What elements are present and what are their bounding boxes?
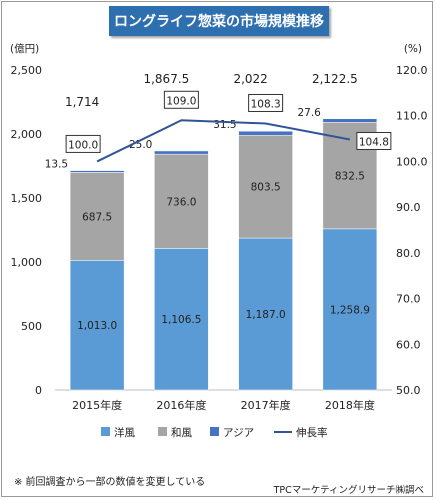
growth-line: [96, 119, 351, 163]
legend-japanese-label: 和風: [171, 427, 192, 439]
chart-title: ロングライフ惣菜の市場規模推移: [109, 6, 329, 36]
data-label-asian: 27.6: [297, 107, 321, 119]
x-tick-label: 2015年度: [72, 398, 122, 412]
y-tick-label: 2,000: [11, 128, 43, 141]
bar-segment-western: [322, 228, 378, 391]
x-tick-label: 2018年度: [325, 398, 375, 412]
growth-label: 100.0: [68, 139, 98, 151]
growth-label-box: [163, 90, 199, 109]
growth-label-box: [248, 93, 284, 112]
y-tick-label: 0: [35, 384, 42, 397]
y-tick-label: 2,500: [11, 64, 43, 77]
bar-segment-asian: [238, 130, 293, 136]
x-tick-label: 2016年度: [156, 398, 206, 412]
data-label-japanese: 736.0: [166, 196, 196, 208]
credit: TPCマーケティングリサーチ㈱調べ: [273, 485, 424, 496]
total-label: 2,022: [233, 72, 267, 86]
y2-tick-label: 100.0: [396, 155, 428, 168]
bar-segment-japanese: [238, 134, 293, 239]
legend-growth-label: 伸長率: [296, 426, 328, 439]
footnote: ※ 前回調査から一部の数値を変更している: [14, 477, 206, 488]
y2-axis-unit: (%): [404, 43, 422, 55]
y2-tick-label: 60.0: [396, 338, 421, 351]
y-tick-label: 500: [21, 320, 42, 333]
y-tick-label: 1,500: [11, 192, 43, 205]
growth-label: 104.8: [359, 136, 389, 148]
data-label-japanese: 803.5: [251, 182, 281, 194]
bar-segment-japanese: [69, 172, 125, 261]
growth-label-box: [356, 131, 392, 150]
y-tick-label: 1,000: [11, 256, 43, 269]
data-label-japanese: 832.5: [335, 171, 365, 183]
bar-segment-asian: [154, 150, 209, 155]
total-label: 2,122.5: [312, 72, 358, 86]
bar-segment-western: [154, 248, 209, 391]
data-label-western: 1,258.9: [330, 304, 370, 316]
x-tick-label: 2017年度: [241, 398, 291, 412]
legend-western-label: 洋風: [114, 426, 135, 439]
total-label: 1,714: [65, 95, 99, 109]
bar-segment-asian: [322, 118, 378, 123]
growth-label: 108.3: [251, 98, 281, 110]
legend-japanese-swatch: [158, 427, 167, 436]
bar-segment-asian: [69, 170, 125, 173]
y2-tick-label: 70.0: [396, 293, 421, 306]
total-label: 1,867.5: [143, 72, 189, 86]
y-axis-unit: (億円): [10, 42, 39, 55]
data-label-western: 1,187.0: [246, 309, 286, 321]
data-label-asian: 13.5: [45, 159, 68, 171]
y2-tick-label: 90.0: [396, 201, 421, 214]
legend-asian-label: アジア: [223, 427, 254, 439]
growth-label: 109.0: [166, 95, 196, 107]
y2-tick-label: 80.0: [396, 247, 421, 260]
bar-segment-japanese: [154, 153, 209, 249]
data-label-japanese: 687.5: [82, 211, 112, 223]
y2-tick-label: 120.0: [396, 64, 428, 77]
y2-tick-label: 110.0: [396, 110, 428, 123]
legend-asian-swatch: [210, 427, 219, 436]
data-label-western: 1,106.5: [161, 314, 201, 326]
y2-tick-label: 50.0: [396, 384, 421, 397]
legend-western-swatch: [101, 427, 110, 436]
bar-segment-western: [238, 237, 293, 391]
data-label-western: 1,013.0: [77, 320, 117, 332]
growth-label-box: [65, 134, 101, 153]
